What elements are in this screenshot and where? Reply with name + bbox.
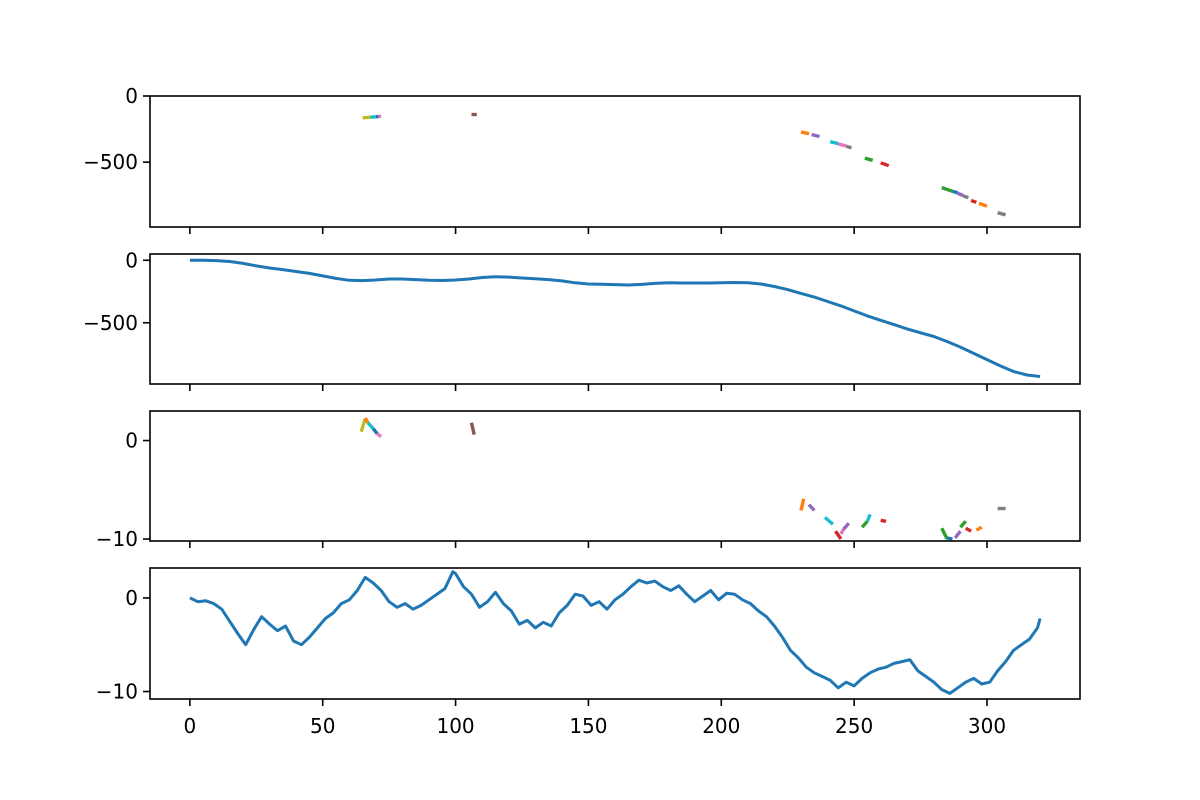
series-line-13 [941, 185, 954, 193]
series-line-16 [962, 194, 969, 200]
series-line-14 [952, 189, 959, 195]
series-line-6 [469, 422, 476, 435]
y-tick-label: −10 [96, 680, 138, 704]
series-line-1 [189, 570, 1042, 695]
series-line-17 [970, 198, 977, 204]
axes-frame [149, 253, 1081, 385]
series-line-16 [940, 527, 949, 540]
series-line-21 [975, 525, 983, 532]
series-group [359, 417, 1006, 541]
series-line-17 [946, 536, 953, 541]
x-tick-label: 200 [702, 714, 740, 738]
series-line-12 [842, 522, 851, 531]
series-line-12 [880, 161, 890, 168]
series-line-10 [845, 144, 852, 150]
x-tick-label: 250 [835, 714, 873, 738]
series-line-5 [376, 432, 383, 438]
series-line-6 [800, 130, 810, 136]
series-line-15 [880, 518, 887, 523]
series-line-11 [839, 528, 846, 535]
y-tick-label: −500 [83, 311, 138, 335]
subplot-4: 0 50 100 150 200 250 300 0 −10 [96, 567, 1081, 738]
series-line-9 [837, 142, 847, 148]
series-line-20 [964, 526, 972, 533]
series-line-13 [860, 520, 869, 529]
axes-frame [149, 410, 1081, 542]
series-line-8 [807, 503, 816, 512]
series-line-9 [823, 516, 835, 526]
x-tick-label: 50 [310, 714, 335, 738]
subplot-3: 0 −10 [96, 410, 1081, 551]
y-tick-label: 0 [125, 429, 138, 453]
y-tick-label: 0 [125, 84, 138, 108]
series-line-7 [811, 132, 820, 139]
series-line-14 [865, 513, 872, 522]
series-line-18 [978, 201, 988, 208]
y-tick-label: −10 [96, 527, 138, 551]
axes-frame [149, 567, 1081, 700]
series-line-11 [864, 156, 874, 162]
x-tick-label: 0 [183, 714, 196, 738]
series-line-1 [362, 115, 371, 120]
series-line-18 [953, 530, 962, 540]
series-group [362, 112, 1007, 217]
subplot-1: 0 −500 [83, 84, 1081, 234]
series-line-1 [359, 418, 367, 433]
series-line-8 [829, 140, 839, 146]
series-line-2 [363, 417, 370, 424]
series-line-7 [799, 498, 806, 511]
y-tick-label: −500 [83, 150, 138, 174]
series-line-19 [997, 211, 1007, 217]
x-tick-label: 150 [569, 714, 607, 738]
series-line-3 [366, 421, 375, 430]
series-line-1 [189, 258, 1041, 378]
series-group [189, 258, 1041, 378]
series-group [189, 570, 1042, 695]
y-tick-label: 0 [125, 248, 138, 272]
series-line-10 [834, 530, 843, 540]
x-tick-label: 100 [436, 714, 474, 738]
series-line-15 [957, 191, 964, 198]
x-tick-label: 300 [968, 714, 1006, 738]
series-line-19 [959, 520, 967, 529]
subplot-2: 0 −500 [83, 248, 1081, 391]
series-line-4 [371, 427, 379, 435]
y-tick-label: 0 [125, 586, 138, 610]
